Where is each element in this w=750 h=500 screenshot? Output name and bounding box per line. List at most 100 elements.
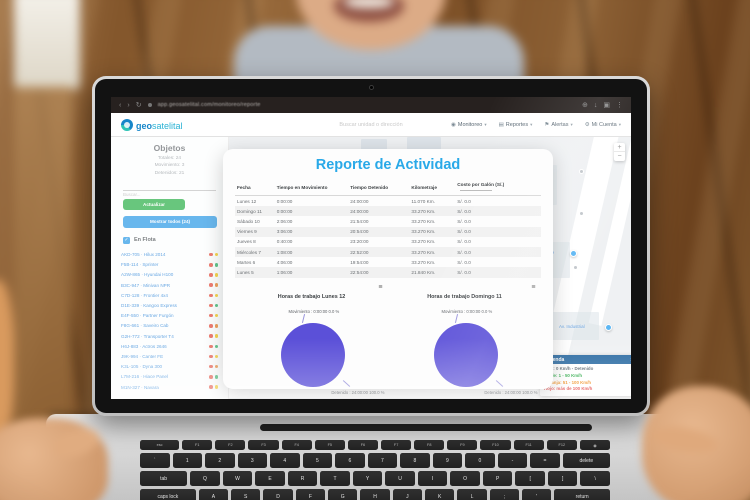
table-row: Miércoles 7 1:08:00 22:52:00 33.270 Km. … <box>235 246 541 258</box>
vehicle-link[interactable]: F5B-114 · Sprinter <box>121 262 159 268</box>
chart-annotation-detenido: Detenido : 24:00:00 100.0 % <box>331 389 385 395</box>
pie-slice-detenido[interactable] <box>433 322 498 387</box>
header-search-hint[interactable]: Buscar unidad o dirección <box>339 121 403 128</box>
map-building <box>361 139 387 152</box>
list-item-vehicle[interactable]: M1N-327 · Navara <box>111 382 228 392</box>
nav-item-label: Alertas <box>551 121 569 128</box>
list-item-vehicle[interactable]: F8G-661 · Saveiro Cab <box>111 321 228 331</box>
toolbar-icon[interactable]: ↓ <box>593 101 598 109</box>
vehicle-link[interactable]: F8G-661 · Saveiro Cab <box>121 323 169 329</box>
list-item-vehicle[interactable]: K3L-105 · Dyna 300 <box>111 362 228 372</box>
list-item-vehicle[interactable]: H6J-883 · Actros 2646 <box>111 341 228 351</box>
zoom-in-button[interactable]: + <box>614 143 625 152</box>
list-item-vehicle[interactable]: J9K-994 · Canter FE <box>111 351 228 361</box>
vehicle-link[interactable]: J9K-994 · Canter FE <box>121 353 164 359</box>
page-title: Reporte de Actividad <box>315 157 461 173</box>
list-item-vehicle[interactable]: B3C-947 · Minivan NPR <box>111 280 228 290</box>
vehicle-link[interactable]: E4F-550 · Partner Furgón <box>121 313 174 319</box>
cell-tiempo-movimiento: 1:08:00 <box>276 249 293 255</box>
chevron-down-icon: ▾ <box>484 121 487 127</box>
toolbar-icon[interactable]: ▣ <box>603 101 610 109</box>
list-item-vehicle[interactable]: G2H-772 · Transporter T4 <box>111 331 228 341</box>
list-item-vehicle[interactable]: C7D-128 · Frontier 4x4 <box>111 290 228 300</box>
vehicle-link[interactable]: M1N-327 · Navara <box>121 384 159 390</box>
url-text[interactable]: app.geosatelital.com/monitoreo/reporte <box>157 102 261 108</box>
toolbar-icon[interactable]: ⊕ <box>582 101 588 109</box>
nav-item-icon: ◉ <box>451 121 456 128</box>
sidebar-stat: Movimiento: 3 <box>154 163 185 168</box>
vehicle-list: AKD-705 · Hilux 2014 F5B-114 · Sprinter <box>111 250 228 393</box>
vehicle-link[interactable]: H6J-883 · Actros 2646 <box>121 343 167 349</box>
legend-title: Leyenda <box>544 356 565 363</box>
cost-per-gallon-input[interactable] <box>460 187 493 191</box>
keyboard-key: K <box>425 489 455 500</box>
keyboard-home-row: caps lock A S D F G H J K L; ' return <box>140 489 611 500</box>
nav-item[interactable]: ⚑ Alertas ▾ <box>544 122 572 128</box>
sidebar-title: Objetos <box>153 143 186 153</box>
legend-collapse-icon[interactable]: › <box>630 357 631 363</box>
vehicle-link[interactable]: L7M-216 · Hiace Panel <box>121 374 168 380</box>
cell-tiempo-movimiento: 0:00:00 <box>276 208 293 214</box>
vehicle-link[interactable]: A2W-865 · Hyundai H100 <box>121 272 174 278</box>
status-dot-icon <box>214 293 218 298</box>
show-all-button[interactable]: Mostrar todos (24) <box>123 215 217 228</box>
vehicle-link[interactable]: B3C-947 · Minivan NPR <box>121 282 171 288</box>
nav-item[interactable]: ▤ Reportes ▾ <box>499 122 533 128</box>
list-item-vehicle[interactable]: D1E-339 · Kangoo Express <box>111 300 228 310</box>
cell-kilometraje: 33.270 Km. <box>411 218 436 224</box>
keyboard-key: \ <box>580 471 610 486</box>
nav-item[interactable]: ⚙ Mi Cuenta ▾ <box>585 122 621 128</box>
charts-row: Horas de trabajo Lunes 12 ≡ Movimiento :… <box>235 283 541 400</box>
cell-kilometraje: 33.270 Km. <box>411 249 436 255</box>
map-marker[interactable] <box>605 324 612 331</box>
keyboard-key: O <box>450 471 480 486</box>
vehicle-link[interactable]: C7D-128 · Frontier 4x4 <box>121 292 168 298</box>
status-dot-icon <box>214 273 218 277</box>
vehicle-link[interactable]: D1E-339 · Kangoo Express <box>121 303 177 309</box>
nav-item[interactable]: ◉ Monitoreo ▾ <box>451 122 487 128</box>
search-input[interactable]: Buscar... <box>123 183 216 197</box>
activity-table: Fecha Tiempo en Movimiento Tiempo Deteni… <box>235 180 541 278</box>
leader-line <box>454 313 458 323</box>
keyboard-key: 2 <box>205 453 235 468</box>
table-row: Sábado 10 2:06:00 21:54:00 33.270 Km. S/… <box>235 216 541 226</box>
chart-menu-icon[interactable]: ≡ <box>531 283 536 291</box>
brand-logo[interactable]: geosatelital <box>121 116 183 134</box>
top-navigation: ◉ Monitoreo ▾ ▤ Reportes ▾ <box>451 122 621 128</box>
chart-menu-icon[interactable]: ≡ <box>378 283 383 291</box>
col-tiempo-detenido: Tiempo Detenido <box>348 180 410 196</box>
table-row: Martes 6 4:06:00 19:54:00 33.270 Km. S/.… <box>235 257 541 267</box>
keyboard-key: F11 <box>513 440 544 450</box>
keyboard-key: F5 <box>314 440 345 450</box>
list-item-vehicle[interactable]: L7M-216 · Hiace Panel <box>111 372 228 382</box>
back-icon[interactable]: ‹ <box>119 101 122 109</box>
list-item-vehicle[interactable]: AKD-705 · Hilux 2014 <box>111 250 228 260</box>
keyboard-key: F12 <box>546 440 577 450</box>
forward-icon[interactable]: › <box>127 101 130 109</box>
map-marker[interactable] <box>570 250 577 257</box>
chevron-down-icon: ▾ <box>618 121 621 127</box>
list-item-vehicle[interactable]: A2W-865 · Hyundai H100 <box>111 270 228 280</box>
reload-icon[interactable]: ↻ <box>135 101 142 109</box>
col-fecha: Fecha <box>235 180 275 196</box>
vehicle-link[interactable]: G2H-772 · Transporter T4 <box>121 333 174 339</box>
nav-item-label: Reportes <box>505 121 529 128</box>
vehicle-link[interactable]: K3L-105 · Dyna 300 <box>121 364 163 370</box>
fleet-checkbox-row[interactable]: ✓ En Flota <box>123 236 216 244</box>
cell-fecha: Lunes 5 <box>237 269 254 275</box>
legend-item: Naranja: 51 - 100 Km/h <box>544 379 592 385</box>
refresh-button[interactable]: Actualizar <box>123 198 185 210</box>
toolbar-icon[interactable]: ⋮ <box>616 101 623 109</box>
table-row: Domingo 11 0:00:00 24:00:00 33.270 Km. S… <box>235 206 541 217</box>
pie-slice-detenido[interactable] <box>280 322 345 387</box>
map-road <box>221 389 631 398</box>
cell-fecha: Jueves 8 <box>237 239 256 245</box>
vehicle-link[interactable]: AKD-705 · Hilux 2014 <box>121 252 166 258</box>
checkbox-checked-icon[interactable]: ✓ <box>123 236 130 244</box>
list-item-vehicle[interactable]: F5B-114 · Sprinter <box>111 260 228 270</box>
map-building <box>547 312 599 340</box>
list-item-vehicle[interactable]: E4F-550 · Partner Furgón <box>111 311 228 321</box>
keyboard-key: ; <box>489 489 519 500</box>
zoom-out-button[interactable]: − <box>617 153 622 160</box>
laptop-lid: ‹ › ↻ app.geosatelital.com/monitoreo/rep… <box>92 76 650 416</box>
